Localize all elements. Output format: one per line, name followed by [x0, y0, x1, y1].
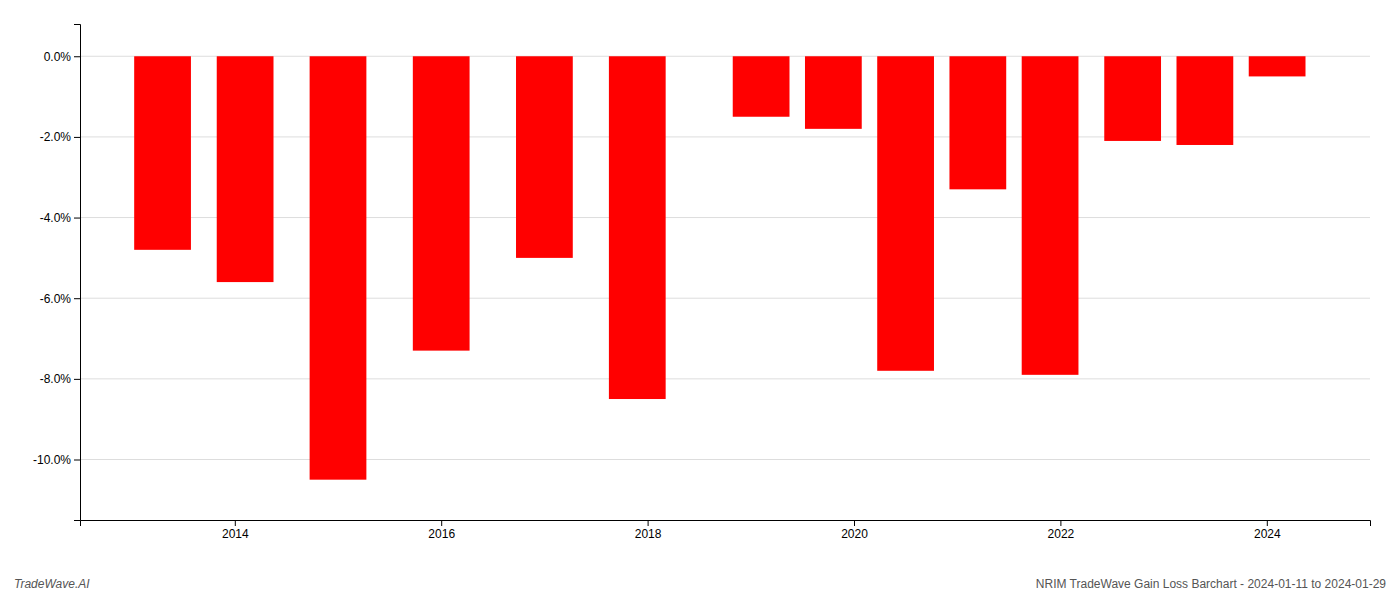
y-tick-label: -4.0% [40, 211, 72, 225]
x-tick: 2024 [1254, 520, 1281, 541]
x-tick-label: 2018 [635, 527, 662, 541]
bar [609, 56, 666, 399]
y-tick: -8.0% [40, 372, 80, 386]
x-tick-mark [854, 520, 855, 526]
grid-line [80, 298, 1370, 299]
y-tick-mark [74, 137, 80, 138]
bar [1177, 56, 1234, 145]
bar [310, 56, 367, 479]
plot: 0.0%-2.0%-4.0%-6.0%-8.0%-10.0%2014201620… [33, 25, 1371, 541]
y-axis-line [74, 25, 81, 521]
bar [949, 56, 1006, 189]
y-tick: 0.0% [44, 50, 80, 64]
y-tick-mark [74, 460, 80, 461]
y-tick-label: -10.0% [33, 453, 71, 467]
x-tick-label: 2022 [1048, 527, 1075, 541]
chart-container: 0.0%-2.0%-4.0%-6.0%-8.0%-10.0%2014201620… [0, 0, 1400, 600]
x-tick-label: 2024 [1254, 527, 1281, 541]
x-tick-mark [235, 520, 236, 526]
bar [877, 56, 934, 371]
y-tick-label: -8.0% [40, 372, 72, 386]
y-tick-label: 0.0% [44, 50, 72, 64]
bar [217, 56, 274, 282]
y-tick-mark [74, 298, 80, 299]
y-tick: -2.0% [40, 130, 80, 144]
y-tick-mark [74, 218, 80, 219]
bar [1104, 56, 1161, 141]
x-tick: 2020 [841, 520, 868, 541]
bar [733, 56, 790, 116]
x-tick: 2018 [635, 520, 662, 541]
chart-svg: 0.0%-2.0%-4.0%-6.0%-8.0%-10.0%2014201620… [0, 0, 1400, 600]
x-tick-mark [441, 520, 442, 526]
y-tick-mark [74, 379, 80, 380]
grid-line [80, 459, 1370, 460]
footer-left: TradeWave.AI [14, 577, 90, 591]
bar [1022, 56, 1079, 375]
x-tick-mark [1060, 520, 1061, 526]
bar [516, 56, 573, 258]
x-tick: 2016 [428, 520, 455, 541]
x-axis: 2014 2016 2018 2020 2022 2024 [81, 520, 1371, 541]
footer-right: NRIM TradeWave Gain Loss Barchart - 2024… [1036, 577, 1387, 591]
x-tick: 2014 [222, 520, 249, 541]
x-tick-label: 2016 [428, 527, 455, 541]
y-tick: -4.0% [40, 211, 80, 225]
x-axis-line [81, 521, 1371, 527]
y-tick-label: -6.0% [40, 292, 72, 306]
grid [80, 56, 1370, 459]
x-tick-mark [1267, 520, 1268, 526]
bar [413, 56, 470, 350]
grid-line [80, 378, 1370, 379]
x-tick-label: 2014 [222, 527, 249, 541]
x-tick: 2022 [1048, 520, 1075, 541]
x-tick-label: 2020 [841, 527, 868, 541]
y-tick-label: -2.0% [40, 130, 72, 144]
bar [805, 56, 862, 129]
y-tick: -6.0% [40, 292, 80, 306]
bar [134, 56, 191, 250]
x-tick-mark [648, 520, 649, 526]
bar [1249, 56, 1306, 76]
y-tick: -10.0% [33, 453, 80, 467]
y-axis: 0.0% -2.0% -4.0% -6.0% -8.0% -10.0% [33, 25, 81, 521]
bars [134, 56, 1305, 479]
y-tick-mark [74, 56, 80, 57]
